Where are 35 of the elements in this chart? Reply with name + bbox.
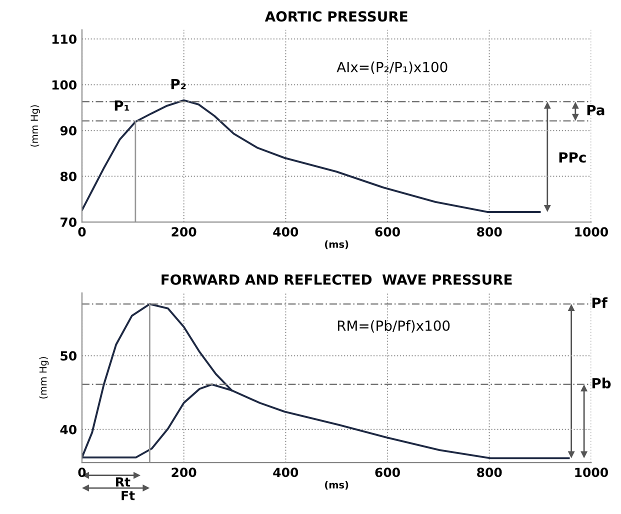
y-tick-label: 80 bbox=[60, 172, 77, 182]
text: Pb bbox=[592, 378, 611, 388]
x-tick-label: 0 bbox=[78, 227, 86, 237]
y-tick-label: 70 bbox=[60, 218, 77, 227]
x-tick-label: 1000 bbox=[575, 227, 608, 237]
y-tick-label: 40 bbox=[60, 424, 77, 434]
x-tick-label: 1000 bbox=[575, 468, 608, 478]
y-axis-title: (mm Hg) bbox=[39, 357, 49, 399]
x-tick-label: 200 bbox=[172, 468, 196, 478]
x-tick-label: 800 bbox=[477, 468, 502, 478]
y-axis-title: (mm Hg) bbox=[30, 105, 40, 147]
text: Rt bbox=[116, 477, 130, 487]
x-tick-label: 600 bbox=[375, 227, 400, 237]
annotation: PPc bbox=[559, 152, 586, 163]
x-tick-label: 400 bbox=[273, 468, 298, 478]
x-tick-label: 400 bbox=[273, 227, 298, 237]
text: Ft bbox=[122, 490, 135, 500]
x-tick-label: 200 bbox=[172, 227, 196, 237]
y-tick-label: 110 bbox=[52, 34, 77, 44]
annotation: P₁ bbox=[114, 100, 130, 111]
annotation: AIx=(P₂/P₁)x100 bbox=[336, 62, 448, 74]
x-axis-title: (ms) bbox=[325, 480, 348, 490]
annotation: Pa bbox=[587, 105, 604, 116]
text: Pf bbox=[592, 297, 608, 308]
x-axis-title: (ms) bbox=[325, 240, 348, 250]
y-tick-label: 90 bbox=[60, 126, 77, 136]
chart-title: FORWARD AND REFLECTED WAVE PRESSURE bbox=[162, 274, 512, 285]
y-tick-label: 100 bbox=[52, 80, 77, 90]
annotation: RM=(Pb/Pf)x100 bbox=[338, 320, 450, 333]
x-tick-label: 0 bbox=[78, 468, 86, 478]
chart-title: AORTIC PRESSURE bbox=[264, 11, 408, 22]
x-tick-label: 600 bbox=[375, 468, 400, 478]
y-tick-label: 50 bbox=[60, 351, 77, 361]
x-tick-label: 800 bbox=[477, 227, 502, 237]
annotation: P₂ bbox=[171, 78, 186, 90]
